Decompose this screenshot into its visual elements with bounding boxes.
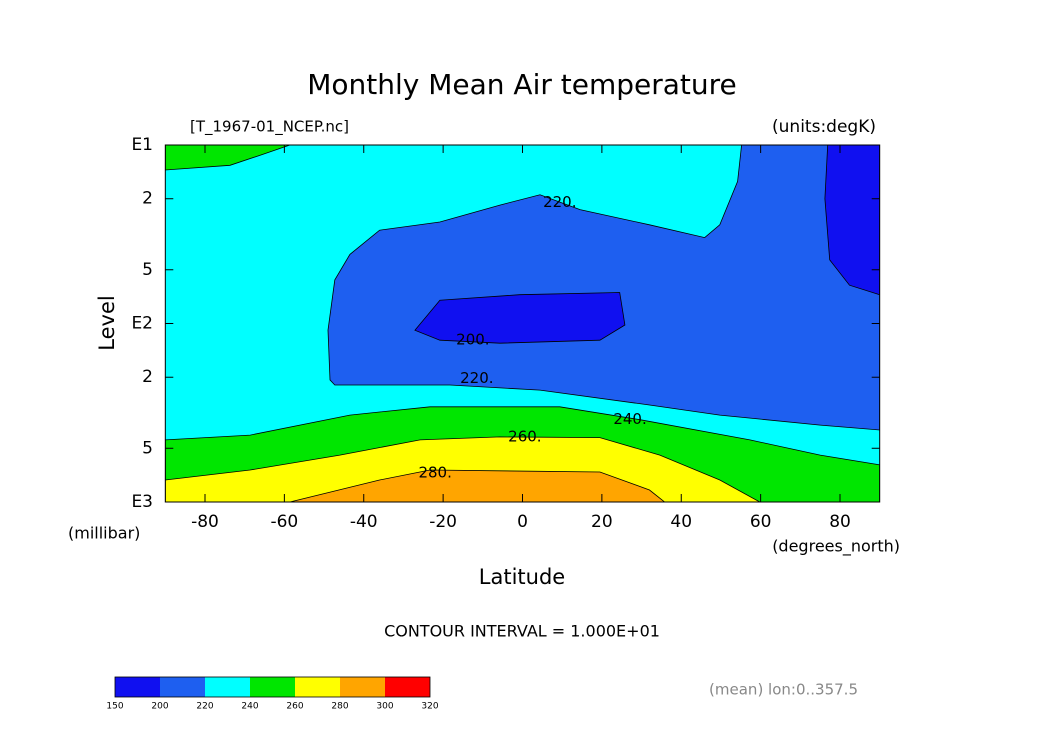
y-unit: (millibar) — [68, 524, 140, 543]
colorbar-label: 220 — [196, 702, 213, 712]
colorbar-label: 320 — [421, 702, 438, 712]
colorbar-swatch — [295, 677, 340, 697]
colorbar-label: 150 — [106, 702, 123, 712]
x-tick-label: -80 — [191, 512, 219, 532]
contour-label: 220. — [543, 193, 576, 211]
colorbar-swatch — [205, 677, 250, 697]
x-tick-label: -60 — [270, 512, 298, 532]
y-tick-label: E2 — [131, 314, 153, 334]
contour-fill — [165, 145, 880, 502]
x-tick-label: -40 — [350, 512, 378, 532]
colorbar-label: 240 — [241, 702, 258, 712]
note: (mean) lon:0..357.5 — [709, 681, 858, 699]
x-tick-label: 80 — [829, 512, 851, 532]
colorbar-frame — [114, 676, 431, 698]
y-tick-label: 5 — [142, 438, 153, 458]
y-axis-label: Level — [95, 295, 119, 350]
y-tick-label: E1 — [131, 135, 153, 155]
contour-region — [289, 469, 666, 502]
colorbar-swatch — [115, 677, 160, 697]
y-tick-label: E3 — [131, 492, 153, 512]
colorbar-label: 300 — [376, 702, 393, 712]
contour-interval: CONTOUR INTERVAL = 1.000E+01 — [384, 622, 660, 641]
contour-label: 240. — [613, 410, 646, 428]
y-tick-label: 2 — [142, 367, 153, 387]
x-tick-label: -20 — [429, 512, 457, 532]
x-tick-label: 40 — [670, 512, 692, 532]
x-axis-label: Latitude — [479, 565, 565, 589]
colorbar-label: 280 — [331, 702, 348, 712]
contour-label: 220. — [460, 369, 493, 387]
colorbar-label: 260 — [286, 702, 303, 712]
units: (units:degK) — [772, 117, 876, 137]
contour-region — [414, 292, 626, 344]
contour-region — [327, 145, 880, 431]
colorbar-swatch — [250, 677, 295, 697]
contour-label: 200. — [456, 331, 489, 349]
colorbar-swatch — [160, 677, 205, 697]
dataset: [T_1967-01_NCEP.nc] — [190, 118, 349, 137]
y-tick-label: 2 — [142, 189, 153, 209]
colorbar-label: 200 — [151, 702, 168, 712]
contour-region — [824, 145, 880, 296]
x-tick-label: 0 — [517, 512, 528, 532]
x-tick-label: 20 — [591, 512, 613, 532]
chart-title: Monthly Mean Air temperature — [307, 68, 737, 101]
colorbar-swatch — [385, 677, 430, 697]
x-unit: (degrees_north) — [772, 537, 900, 557]
colorbar-swatch — [340, 677, 385, 697]
contour-label: 280. — [418, 464, 451, 482]
y-tick-label: 5 — [142, 260, 153, 280]
contour-region — [165, 145, 291, 171]
x-tick-label: 60 — [750, 512, 772, 532]
contour-label: 260. — [508, 427, 541, 445]
